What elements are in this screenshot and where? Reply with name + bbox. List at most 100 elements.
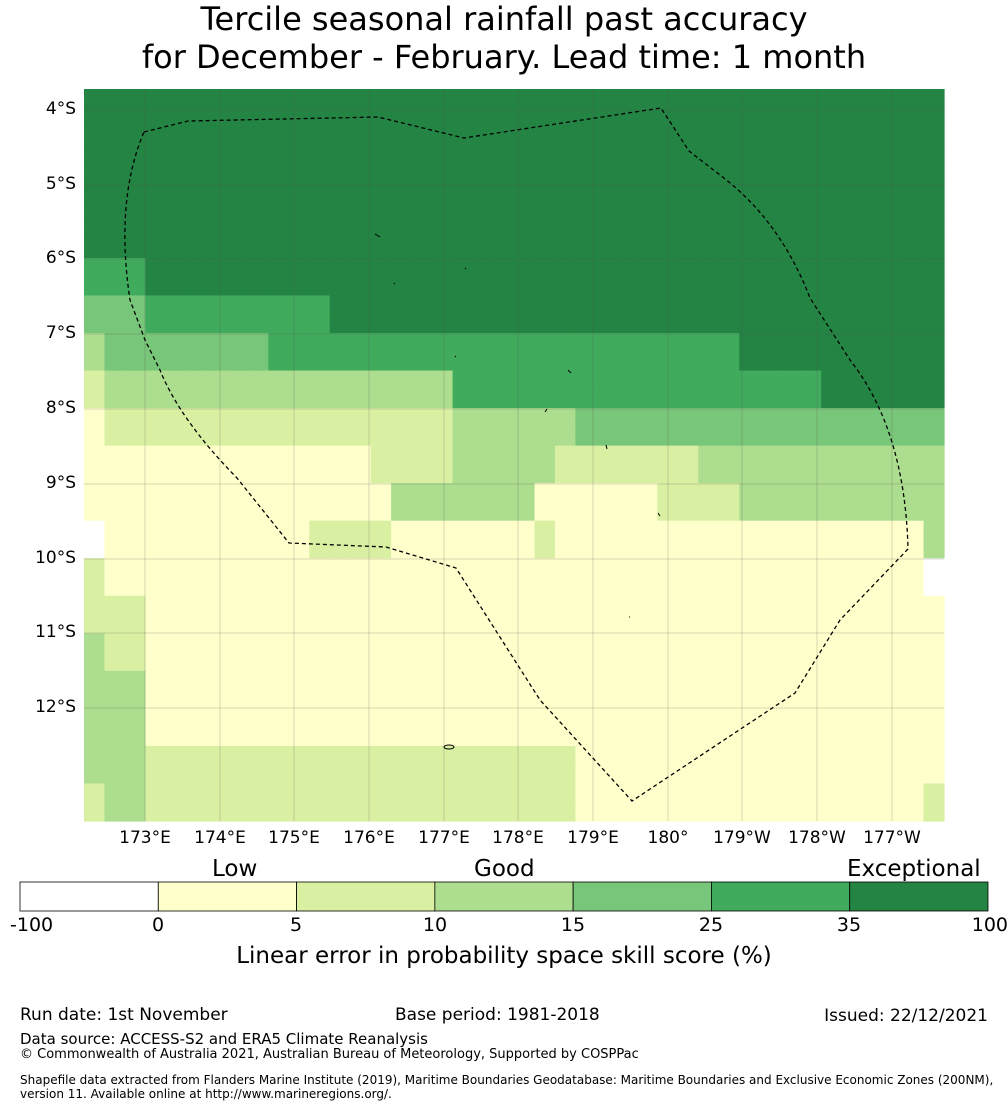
grid-cell xyxy=(759,652,781,672)
grid-cell xyxy=(800,577,822,597)
grid-cell xyxy=(698,257,720,278)
grid-cell xyxy=(698,595,720,616)
grid-cell xyxy=(821,370,843,390)
grid-cell xyxy=(514,764,536,785)
grid-cell xyxy=(862,483,884,503)
grid-cell xyxy=(534,652,556,672)
grid-cell xyxy=(124,595,147,616)
grid-cell xyxy=(862,520,884,541)
lat-label-6s: 6°S xyxy=(45,248,76,268)
grid-cell xyxy=(698,426,720,447)
grid-cell xyxy=(534,558,556,578)
grid-cell xyxy=(821,351,843,372)
grid-cell xyxy=(677,652,699,672)
grid-cell xyxy=(432,389,454,409)
grid-cell xyxy=(370,520,392,541)
grid-cell xyxy=(514,164,536,184)
grid-cell xyxy=(534,164,556,184)
grid-cell xyxy=(636,408,658,428)
grid-cell xyxy=(432,408,454,428)
grid-cell xyxy=(616,351,638,372)
grid-cell xyxy=(432,220,454,240)
grid-cell xyxy=(575,220,597,240)
grid-cell xyxy=(391,370,413,390)
grid-cell xyxy=(882,220,904,240)
grid-cell xyxy=(104,445,126,465)
grid-cell xyxy=(514,201,536,221)
grid-cell xyxy=(452,445,474,465)
grid-cell xyxy=(124,107,147,128)
grid-cell xyxy=(923,426,945,447)
grid-cell xyxy=(841,370,863,390)
colorbar-segment xyxy=(849,881,989,912)
grid-cell xyxy=(759,727,781,747)
grid-cell xyxy=(698,670,720,691)
grid-cell xyxy=(104,633,126,653)
grid-cell xyxy=(903,314,925,334)
grid-cell xyxy=(882,670,904,691)
grid-cell xyxy=(268,107,290,128)
grid-cell xyxy=(288,164,310,184)
grid-cell xyxy=(329,239,351,259)
grid-cell xyxy=(718,670,740,691)
grid-cell xyxy=(124,745,147,766)
lat-label-9s: 9°S xyxy=(45,473,76,493)
grid-cell xyxy=(514,389,536,409)
grid-cell xyxy=(575,107,597,128)
grid-cell xyxy=(411,689,433,709)
grid-cell xyxy=(84,595,106,616)
grid-cell xyxy=(534,595,556,616)
grid-cell xyxy=(821,727,843,747)
grid-cell xyxy=(329,764,351,785)
grid-cell xyxy=(841,708,863,728)
grid-cell xyxy=(718,614,740,634)
grid-cell xyxy=(698,145,720,165)
grid-cell xyxy=(554,182,577,203)
grid-cell xyxy=(677,107,699,128)
grid-cell xyxy=(800,501,822,522)
grid-cell xyxy=(227,389,249,409)
grid-cell xyxy=(165,239,187,259)
grid-cell xyxy=(452,802,474,822)
grid-cell xyxy=(534,445,556,465)
grid-cell xyxy=(268,633,290,653)
grid-cell xyxy=(288,220,310,240)
grid-cell xyxy=(677,220,699,240)
grid-cell xyxy=(350,745,372,766)
grid-cell xyxy=(595,483,617,503)
grid-cell xyxy=(493,426,515,447)
grid-cell xyxy=(227,558,249,578)
grid-cell xyxy=(841,257,863,278)
grid-cell xyxy=(411,708,433,728)
grid-cell xyxy=(473,276,495,297)
grid-cell xyxy=(268,670,290,691)
grid-cell xyxy=(554,708,577,728)
grid-cell xyxy=(350,145,372,165)
grid-cell xyxy=(739,220,761,240)
grid-cell xyxy=(903,539,925,559)
grid-cell xyxy=(841,220,863,240)
grid-cell xyxy=(882,764,904,785)
grid-cell xyxy=(268,126,290,146)
grid-cell xyxy=(718,783,740,803)
grid-cell xyxy=(391,295,413,315)
grid-cell xyxy=(145,802,167,822)
grid-cell xyxy=(780,314,802,334)
grid-cell xyxy=(104,220,126,240)
grid-cell xyxy=(432,501,454,522)
grid-cell xyxy=(534,670,556,691)
grid-cell xyxy=(493,220,515,240)
grid-cell xyxy=(923,201,945,221)
grid-cell xyxy=(616,727,638,747)
grid-cell xyxy=(739,164,761,184)
grid-cell xyxy=(186,802,208,822)
grid-cell xyxy=(739,333,761,353)
grid-cell xyxy=(247,370,269,390)
grid-cell xyxy=(432,539,454,559)
grid-cell xyxy=(309,145,331,165)
grid-cell xyxy=(411,558,433,578)
grid-cell xyxy=(391,577,413,597)
grid-cell xyxy=(616,445,638,465)
grid-cell xyxy=(268,708,290,728)
grid-cell xyxy=(575,539,597,559)
